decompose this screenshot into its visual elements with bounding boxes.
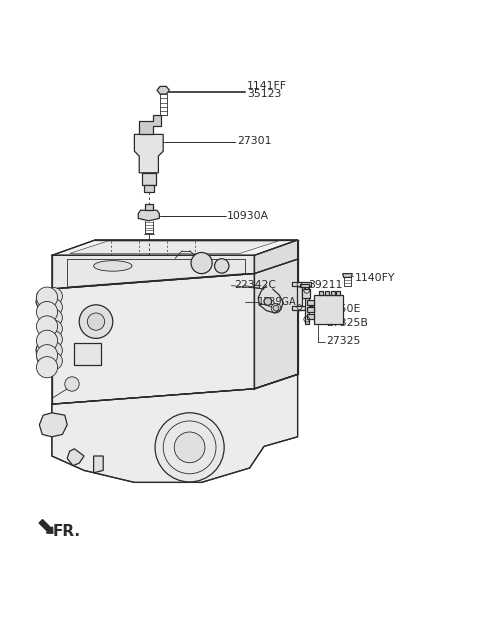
Circle shape — [36, 330, 58, 351]
Circle shape — [273, 305, 279, 311]
Polygon shape — [307, 307, 314, 312]
Polygon shape — [145, 204, 153, 210]
Text: 10930A: 10930A — [227, 210, 269, 220]
Circle shape — [45, 309, 62, 326]
Circle shape — [45, 288, 62, 305]
Circle shape — [36, 344, 58, 366]
Circle shape — [36, 301, 58, 323]
Polygon shape — [52, 255, 254, 289]
Polygon shape — [157, 86, 169, 94]
Circle shape — [45, 320, 62, 338]
Circle shape — [87, 313, 105, 330]
Polygon shape — [52, 273, 254, 404]
Polygon shape — [307, 314, 314, 319]
FancyArrow shape — [39, 520, 53, 534]
Circle shape — [36, 287, 58, 308]
Polygon shape — [305, 286, 309, 324]
Polygon shape — [39, 413, 67, 437]
Polygon shape — [94, 456, 103, 473]
Circle shape — [36, 316, 58, 337]
Text: FR.: FR. — [53, 524, 81, 539]
Circle shape — [155, 413, 224, 482]
Polygon shape — [307, 300, 314, 305]
Polygon shape — [314, 295, 343, 324]
Text: 22342C: 22342C — [234, 280, 276, 290]
Text: 27325B: 27325B — [326, 318, 368, 328]
Polygon shape — [292, 282, 311, 286]
Polygon shape — [331, 291, 335, 295]
Circle shape — [45, 353, 62, 369]
Polygon shape — [74, 343, 101, 365]
Polygon shape — [134, 134, 163, 173]
Text: 39211: 39211 — [308, 280, 343, 290]
Text: 27325: 27325 — [326, 336, 361, 346]
Polygon shape — [70, 241, 278, 253]
Circle shape — [174, 432, 205, 463]
Text: 1140FY: 1140FY — [355, 273, 396, 283]
Circle shape — [45, 298, 62, 316]
Text: 1339GA: 1339GA — [258, 297, 297, 307]
Polygon shape — [325, 291, 329, 295]
Polygon shape — [336, 291, 340, 295]
Circle shape — [65, 377, 79, 391]
Polygon shape — [52, 374, 298, 482]
Polygon shape — [300, 284, 309, 286]
Polygon shape — [138, 210, 159, 221]
Text: 1141FF: 1141FF — [247, 80, 287, 90]
Circle shape — [45, 331, 62, 348]
Circle shape — [215, 259, 229, 273]
Circle shape — [191, 253, 212, 273]
Polygon shape — [302, 289, 310, 298]
Polygon shape — [144, 185, 154, 192]
Circle shape — [36, 357, 58, 378]
Polygon shape — [319, 291, 323, 295]
Text: 35123: 35123 — [247, 89, 282, 99]
Polygon shape — [297, 282, 302, 310]
Circle shape — [264, 298, 272, 305]
Polygon shape — [67, 449, 84, 466]
Polygon shape — [52, 240, 298, 255]
Polygon shape — [142, 173, 156, 185]
Text: 27301: 27301 — [238, 135, 272, 145]
Polygon shape — [343, 273, 352, 278]
Ellipse shape — [94, 261, 132, 271]
Polygon shape — [139, 115, 161, 134]
Polygon shape — [254, 240, 298, 273]
Polygon shape — [254, 259, 298, 389]
Text: 27350E: 27350E — [319, 304, 360, 314]
Circle shape — [45, 342, 62, 359]
Polygon shape — [292, 306, 311, 310]
Circle shape — [79, 305, 113, 338]
